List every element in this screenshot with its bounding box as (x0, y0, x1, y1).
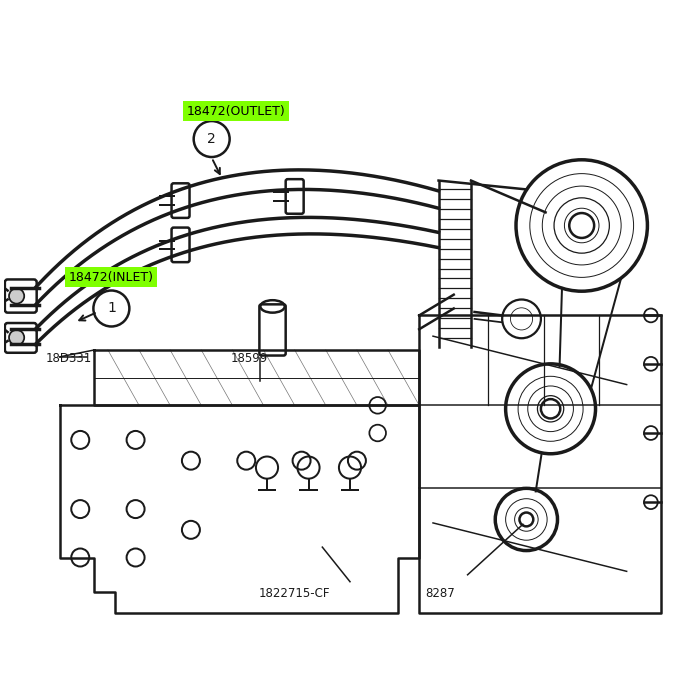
Text: 2: 2 (207, 132, 216, 146)
Circle shape (9, 288, 25, 304)
Text: 18472(INLET): 18472(INLET) (69, 271, 154, 284)
Circle shape (93, 290, 130, 326)
Text: 18472(OUTLET): 18472(OUTLET) (186, 105, 286, 118)
Circle shape (541, 399, 560, 419)
Text: 1: 1 (107, 302, 116, 316)
Circle shape (569, 213, 594, 238)
Text: 18D331: 18D331 (46, 352, 92, 365)
Circle shape (519, 512, 533, 526)
Text: 18599: 18599 (231, 352, 268, 365)
Circle shape (194, 121, 230, 157)
Text: 1822715-CF: 1822715-CF (259, 587, 330, 600)
Circle shape (9, 330, 25, 345)
Text: 8287: 8287 (425, 587, 455, 600)
